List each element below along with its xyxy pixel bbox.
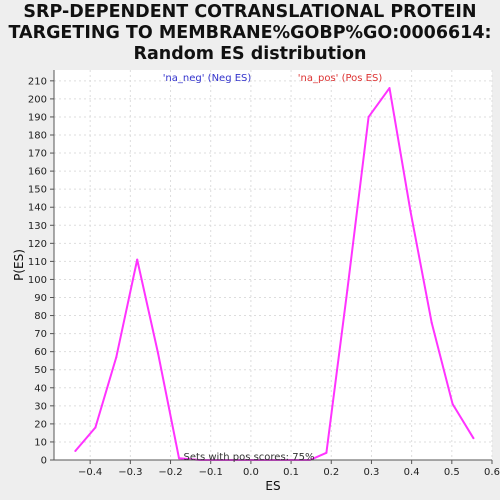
y-tick-label: 190 <box>28 112 47 123</box>
y-tick-label: 80 <box>34 311 47 322</box>
plot-area <box>54 70 492 460</box>
data-point <box>115 356 118 359</box>
y-tick-label: 140 <box>28 203 47 214</box>
y-tick-label: 20 <box>34 419 47 430</box>
series-line <box>74 87 475 461</box>
y-tick-label: 40 <box>34 383 47 394</box>
data-point <box>472 437 475 440</box>
series-group <box>74 87 475 461</box>
x-tick-label: −0.1 <box>199 467 223 478</box>
data-point <box>94 426 97 429</box>
data-point <box>388 87 391 90</box>
y-tick-label: 0 <box>41 456 47 467</box>
y-tick-label: 180 <box>28 131 47 142</box>
y-tick-label: 200 <box>28 94 47 105</box>
x-tick-label: 0.2 <box>323 467 339 478</box>
y-tick-label: 120 <box>28 239 47 250</box>
data-point <box>430 321 433 324</box>
y-tick-label: 210 <box>28 76 47 87</box>
legend-neg-label: 'na_neg' (Neg ES) <box>163 73 252 84</box>
x-tick-label: 0.0 <box>243 467 259 478</box>
data-point <box>136 258 139 261</box>
y-tick-label: 150 <box>28 185 47 196</box>
data-point <box>367 115 370 118</box>
x-tick-label: −0.3 <box>118 467 142 478</box>
x-tick-label: 0.5 <box>444 467 460 478</box>
y-axis-label: P(ES) <box>12 249 26 281</box>
y-tick-label: 100 <box>28 275 47 286</box>
x-axis-label: ES <box>265 479 280 493</box>
chart-title-line-1: SRP-DEPENDENT COTRANSLATIONAL PROTEIN <box>23 2 477 22</box>
y-tick-label: 60 <box>34 347 47 358</box>
chart-title-line-2: TARGETING TO MEMBRANE%GOBP%GO:0006614: <box>8 23 492 43</box>
y-tick-label: 90 <box>34 293 47 304</box>
y-tick-label: 110 <box>28 257 47 268</box>
pos-scores-annotation: Sets with pos scores: 75% <box>184 452 315 463</box>
x-tick-label: 0.4 <box>404 467 420 478</box>
chart-title-line-3: Random ES distribution <box>133 44 367 64</box>
data-point <box>451 403 454 405</box>
x-tick-label: −0.2 <box>158 467 182 478</box>
axis-ticks: 0 10 20 30 40 50 60 70 80 90 100 110 120 130 140 150 160… <box>28 76 500 478</box>
data-point <box>157 352 160 355</box>
y-tick-label: 10 <box>34 437 47 448</box>
y-tick-label: 70 <box>34 329 47 340</box>
data-point <box>178 457 180 460</box>
data-point <box>346 289 349 292</box>
data-point <box>325 451 328 454</box>
y-tick-label: 50 <box>34 365 47 376</box>
y-tick-label: 130 <box>28 221 47 232</box>
x-tick-label: 0.6 <box>484 467 500 478</box>
y-tick-label: 170 <box>28 149 47 160</box>
data-point <box>74 450 77 452</box>
y-tick-label: 30 <box>34 401 47 412</box>
chart-title: SRP-DEPENDENT COTRANSLATIONAL PROTEIN TA… <box>0 2 500 65</box>
grid-lines <box>54 70 493 460</box>
legend-pos-label: 'na_pos' (Pos ES) <box>298 73 383 84</box>
x-tick-label: 0.1 <box>283 467 299 478</box>
y-tick-label: 160 <box>28 167 47 178</box>
data-point <box>409 209 412 212</box>
x-tick-label: −0.4 <box>78 467 102 478</box>
x-tick-label: 0.3 <box>363 467 379 478</box>
